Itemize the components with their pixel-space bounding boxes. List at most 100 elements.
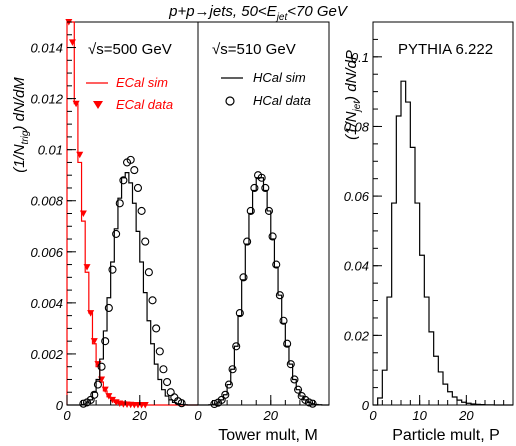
tower-x-axis-label: Tower mult, M (218, 427, 318, 444)
data-point-p0-s3 (101, 337, 110, 346)
particle-x-axis-label: Particle mult, P (392, 427, 500, 444)
data-point-p0-s1 (90, 338, 98, 345)
data-point-p0-s3 (152, 324, 161, 333)
y-tick-label: 0.08 (344, 119, 370, 134)
data-point-p1-s1 (224, 380, 233, 389)
data-point-p1-s1 (294, 385, 303, 394)
y-tick-label: 0.012 (30, 92, 63, 107)
right-y-axis-label: (1/Njet) dN/dP (343, 50, 363, 140)
y-tick-label: 0.008 (30, 194, 63, 209)
right-ylabel-sub: jet (352, 100, 363, 114)
y-tick-label: 0.004 (30, 296, 63, 311)
data-point-p0-s1 (101, 386, 109, 394)
legend-hcal-data-label: HCal data (253, 93, 311, 108)
energy-label-500: √s=500 GeV (88, 41, 172, 58)
data-point-p0-s3 (130, 166, 139, 175)
data-point-p1-s1 (308, 399, 317, 408)
data-point-p1-s1 (250, 183, 259, 193)
data-point-p1-s1 (257, 173, 266, 182)
energy-label-510: √s=510 GeV (212, 41, 296, 58)
data-point-p0-s1 (105, 393, 113, 400)
left-y-axis-label: (1/Ntrig) dN/dM (11, 77, 31, 173)
data-point-p0-s3 (90, 390, 99, 399)
y-tick-label: 0.02 (344, 328, 370, 343)
x-tick-label: 0 (63, 408, 71, 423)
data-point-p0-s1 (72, 100, 80, 108)
x-tick-label: 0 (194, 408, 202, 423)
data-point-p0-s3 (163, 377, 172, 387)
y-tick-label: 0 (56, 398, 64, 413)
data-point-p1-s1 (228, 365, 237, 374)
data-point-p0-s3 (137, 206, 146, 215)
data-point-p0-s3 (133, 183, 143, 193)
data-point-p0-s3 (141, 237, 150, 246)
data-point-p0-s1 (68, 39, 76, 46)
plot-hcal (198, 171, 329, 409)
title-part-end: <70 GeV (287, 3, 349, 20)
legend-hcal-data-swatch (225, 96, 235, 106)
data-point-p0-s1 (79, 210, 87, 217)
y-tick-label: 0.014 (30, 41, 63, 56)
y-tick-label: 0.06 (344, 189, 370, 204)
data-point-p0-s1 (83, 264, 91, 271)
legend-hcal: HCal sim HCal data (221, 70, 311, 108)
legend-ecal-sim-label: ECal sim (116, 75, 168, 90)
y-tick-label: 0.04 (344, 259, 369, 274)
legend-ecal-data-label: ECal data (116, 97, 173, 112)
left-ylabel-sub: trig (20, 130, 31, 144)
data-point-p1-s1 (261, 183, 270, 193)
data-point-p0-s3 (155, 347, 164, 356)
data-point-p1-s1 (304, 398, 314, 407)
data-point-p0-s1 (141, 402, 149, 409)
left-ylabel-a: (1/N (11, 144, 28, 173)
figure-title: p+p→jets, 50<Ejet<70 GeV (168, 3, 349, 23)
data-point-p0-s1 (108, 396, 116, 404)
y-tick-label: 0.01 (38, 143, 63, 158)
data-point-p1-s1 (268, 232, 277, 241)
x-tick-label: 20 (132, 408, 148, 423)
y-tick-label: 0.002 (30, 347, 63, 362)
data-point-p0-s3 (126, 155, 135, 164)
data-point-p0-s3 (166, 388, 175, 397)
data-point-p0-s3 (112, 229, 121, 238)
axes-ticks: 0 0.002 0.004 0.006 0.008 0.01 0.012 0.014 0 20 0 2… (30, 21, 514, 423)
data-point-p0-s3 (79, 399, 88, 408)
pythia-label: PYTHIA 6.222 (398, 41, 493, 58)
legend-ecal: ECal sim ECal data (86, 75, 173, 112)
data-point-p0-s3 (104, 303, 113, 313)
data-point-p1-s1 (279, 316, 288, 325)
plot-ecal (65, 19, 198, 409)
data-point-p1-s1 (264, 206, 274, 215)
data-point-p0-s3 (144, 268, 153, 277)
y-tick-label: 0.006 (30, 245, 63, 260)
x-tick-label: 10 (412, 408, 427, 423)
data-point-p0-s3 (119, 176, 128, 185)
data-point-p0-s3 (177, 399, 186, 408)
panel-hcal-frame (197, 21, 330, 406)
data-point-p0-s3 (159, 365, 168, 374)
data-point-p1-s1 (272, 260, 281, 269)
data-point-p0-s3 (108, 265, 117, 274)
data-point-p1-s1 (275, 291, 284, 300)
data-point-p1-s1 (235, 309, 244, 318)
series-line-p1-s0 (198, 177, 329, 406)
data-point-p1-s1 (243, 237, 252, 246)
right-ylabel-b: ) dN/dP (343, 50, 360, 103)
data-point-p1-s1 (286, 360, 295, 369)
y-tick-label: 0.1 (351, 50, 369, 65)
series-line-p2-s0 (373, 80, 513, 406)
data-point-p1-s1 (283, 339, 292, 348)
y-tick-label: 0 (362, 398, 370, 413)
data-point-p1-s1 (290, 375, 299, 384)
x-tick-label: 0 (369, 408, 377, 423)
x-tick-label: 20 (458, 408, 474, 423)
data-point-p1-s1 (210, 399, 219, 409)
title-part-sub: jet (275, 12, 289, 23)
data-point-p0-s3 (97, 362, 106, 371)
data-point-p0-s3 (115, 199, 124, 208)
data-point-p0-s1 (87, 310, 95, 317)
data-point-p1-s1 (221, 390, 230, 399)
title-part-main: p+p→jets, 50<E (168, 3, 278, 20)
data-point-p1-s1 (239, 273, 248, 282)
